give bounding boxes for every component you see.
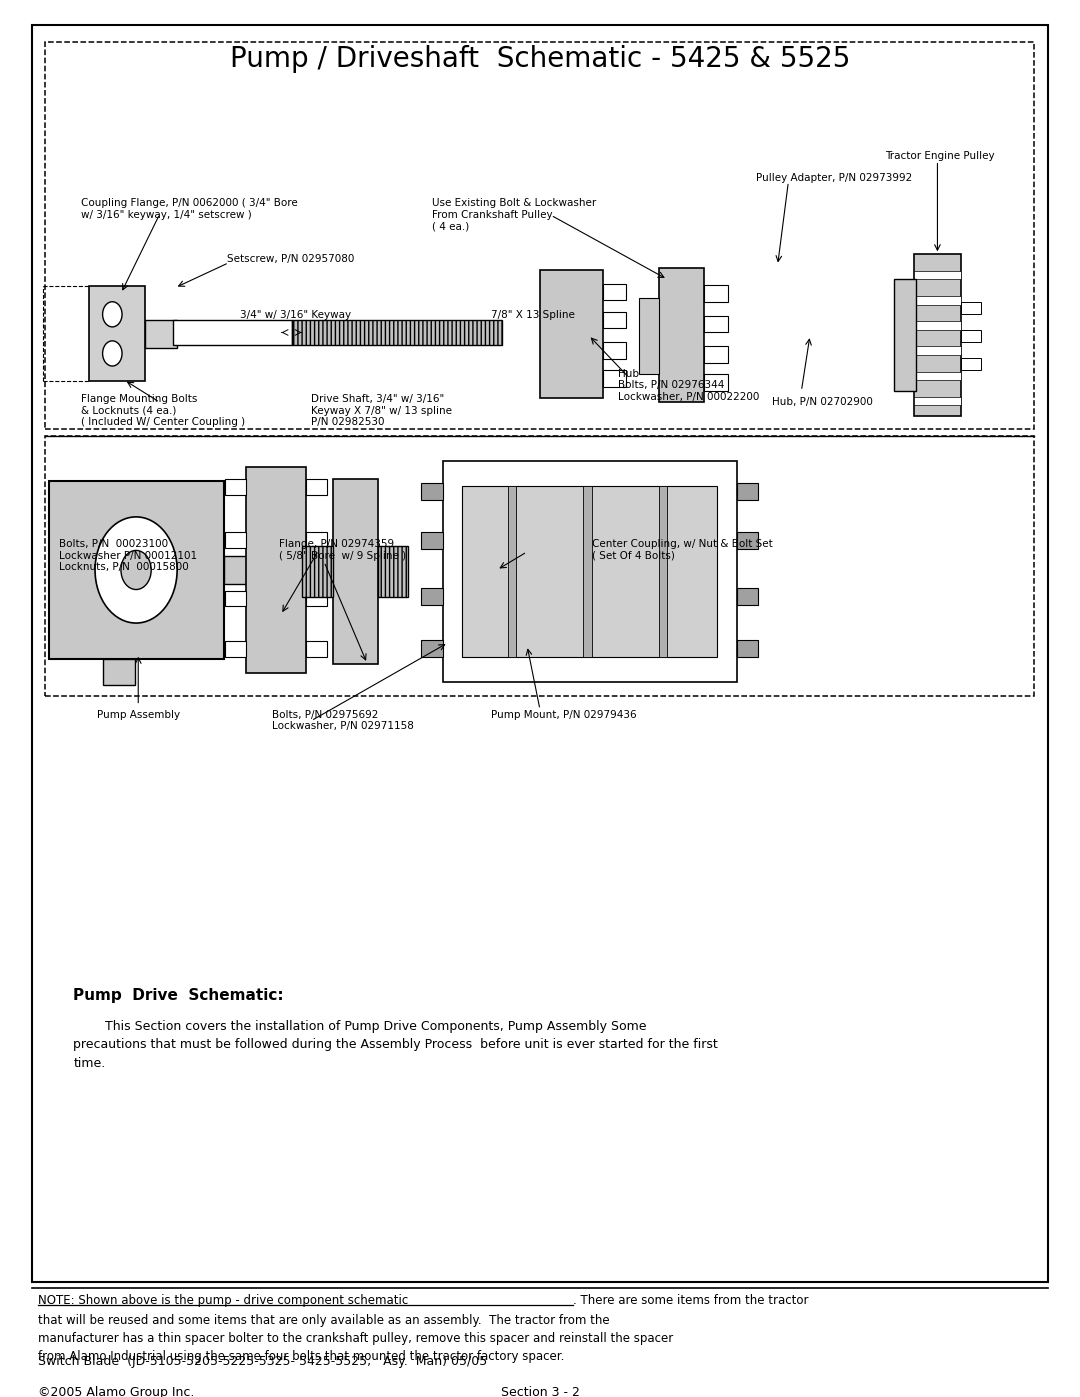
Bar: [421, 532, 443, 549]
Bar: [302, 546, 333, 597]
Bar: [914, 397, 961, 405]
Bar: [421, 588, 443, 605]
Bar: [508, 486, 516, 657]
Text: Pump / Driveshaft  Schematic - 5425 & 5525: Pump / Driveshaft Schematic - 5425 & 552…: [230, 45, 850, 73]
Bar: [961, 302, 981, 314]
Bar: [639, 298, 659, 374]
Bar: [914, 346, 961, 355]
Bar: [225, 641, 246, 657]
Text: Pump Assembly: Pump Assembly: [97, 710, 179, 719]
Bar: [737, 640, 758, 657]
Text: . There are some items from the tractor: . There are some items from the tractor: [573, 1294, 809, 1306]
Text: ©2005 Alamo Group Inc.: ©2005 Alamo Group Inc.: [38, 1386, 194, 1397]
Text: Tractor Engine Pulley: Tractor Engine Pulley: [885, 151, 995, 161]
Text: This Section covers the installation of Pump Drive Components, Pump Assembly Som: This Section covers the installation of …: [73, 1020, 718, 1070]
Text: 7/8" X 13 Spline: 7/8" X 13 Spline: [491, 310, 576, 320]
Text: Flange, P/N 02974359
( 5/8" Bore  w/ 9 Spline ): Flange, P/N 02974359 ( 5/8" Bore w/ 9 Sp…: [279, 539, 406, 560]
Text: Flange Mounting Bolts
& Locknuts (4 ea.)
( Included W/ Center Coupling ): Flange Mounting Bolts & Locknuts (4 ea.)…: [81, 394, 245, 427]
Bar: [659, 486, 667, 657]
Text: Coupling Flange, P/N 0062000 ( 3/4" Bore
w/ 3/16" keyway, 1/4" setscrew ): Coupling Flange, P/N 0062000 ( 3/4" Bore…: [81, 198, 298, 219]
Bar: [462, 486, 717, 657]
Bar: [378, 546, 408, 597]
Bar: [306, 479, 327, 495]
Bar: [583, 486, 592, 657]
Bar: [306, 641, 327, 657]
Bar: [540, 270, 603, 398]
Bar: [961, 330, 981, 342]
Bar: [421, 483, 443, 500]
Bar: [914, 254, 961, 416]
Bar: [89, 286, 145, 381]
Circle shape: [121, 550, 151, 590]
Text: Hub
Bolts, P/N 02976344
Lockwasher, P/N 00022200: Hub Bolts, P/N 02976344 Lockwasher, P/N …: [618, 369, 759, 402]
Text: Center Coupling, w/ Nut & Bolt Set
( Set Of 4 Bolts): Center Coupling, w/ Nut & Bolt Set ( Set…: [592, 539, 772, 560]
Bar: [306, 532, 327, 548]
Bar: [914, 296, 961, 305]
Text: Section 3 - 2: Section 3 - 2: [500, 1386, 580, 1397]
Bar: [659, 268, 704, 402]
Bar: [914, 372, 961, 380]
Bar: [224, 556, 254, 584]
Text: Setscrew, P/N 02957080: Setscrew, P/N 02957080: [227, 254, 354, 264]
Bar: [704, 316, 728, 332]
Bar: [894, 279, 916, 391]
Text: Hub, P/N 02702900: Hub, P/N 02702900: [772, 397, 873, 407]
Text: Bolts, P/N 02975692
Lockwasher, P/N 02971158: Bolts, P/N 02975692 Lockwasher, P/N 0297…: [272, 710, 414, 731]
Circle shape: [95, 517, 177, 623]
Bar: [421, 640, 443, 657]
Circle shape: [103, 341, 122, 366]
Bar: [704, 346, 728, 363]
Text: NOTE: Shown above is the pump - drive component schematic: NOTE: Shown above is the pump - drive co…: [38, 1294, 408, 1306]
Bar: [225, 591, 246, 606]
Bar: [145, 320, 177, 348]
Bar: [225, 479, 246, 495]
Text: Pulley Adapter, P/N 02973992: Pulley Adapter, P/N 02973992: [756, 173, 913, 183]
Bar: [914, 271, 961, 279]
Bar: [103, 659, 135, 685]
Bar: [603, 284, 626, 300]
Bar: [49, 481, 224, 659]
Text: that will be reused and some items that are only available as an assembly.  The : that will be reused and some items that …: [38, 1313, 673, 1363]
Bar: [961, 358, 981, 370]
Bar: [603, 342, 626, 359]
Bar: [246, 467, 306, 673]
Bar: [603, 370, 626, 387]
Circle shape: [103, 302, 122, 327]
Bar: [173, 320, 292, 345]
Text: Drive Shaft, 3/4" w/ 3/16"
Keyway X 7/8" w/ 13 spline
P/N 02982530: Drive Shaft, 3/4" w/ 3/16" Keyway X 7/8"…: [311, 394, 453, 427]
Text: Pump Mount, P/N 02979436: Pump Mount, P/N 02979436: [491, 710, 637, 719]
Text: 3/4" w/ 3/16" Keyway: 3/4" w/ 3/16" Keyway: [240, 310, 351, 320]
Bar: [914, 321, 961, 330]
Bar: [704, 285, 728, 302]
Bar: [603, 312, 626, 328]
Bar: [737, 588, 758, 605]
Bar: [45, 436, 1034, 696]
Bar: [306, 591, 327, 606]
Text: Pump  Drive  Schematic:: Pump Drive Schematic:: [73, 988, 284, 1003]
Text: Switch Blade  (JD-5105-5205-5225-5325- 5425-5525,   Asy.  Man) 05/05: Switch Blade (JD-5105-5205-5225-5325- 54…: [38, 1355, 487, 1368]
Bar: [737, 483, 758, 500]
Bar: [704, 374, 728, 391]
Text: Use Existing Bolt & Lockwasher
From Crankshaft Pulley
( 4 ea.): Use Existing Bolt & Lockwasher From Cran…: [432, 198, 596, 232]
Bar: [443, 461, 737, 682]
Bar: [45, 42, 1034, 429]
Bar: [225, 532, 246, 548]
Bar: [292, 320, 502, 345]
Text: Bolts, P/N  00023100
Lockwasher P/N 00012101
Locknuts, P/N  00015800: Bolts, P/N 00023100 Lockwasher P/N 00012…: [59, 539, 198, 573]
Bar: [737, 532, 758, 549]
Bar: [333, 479, 378, 664]
